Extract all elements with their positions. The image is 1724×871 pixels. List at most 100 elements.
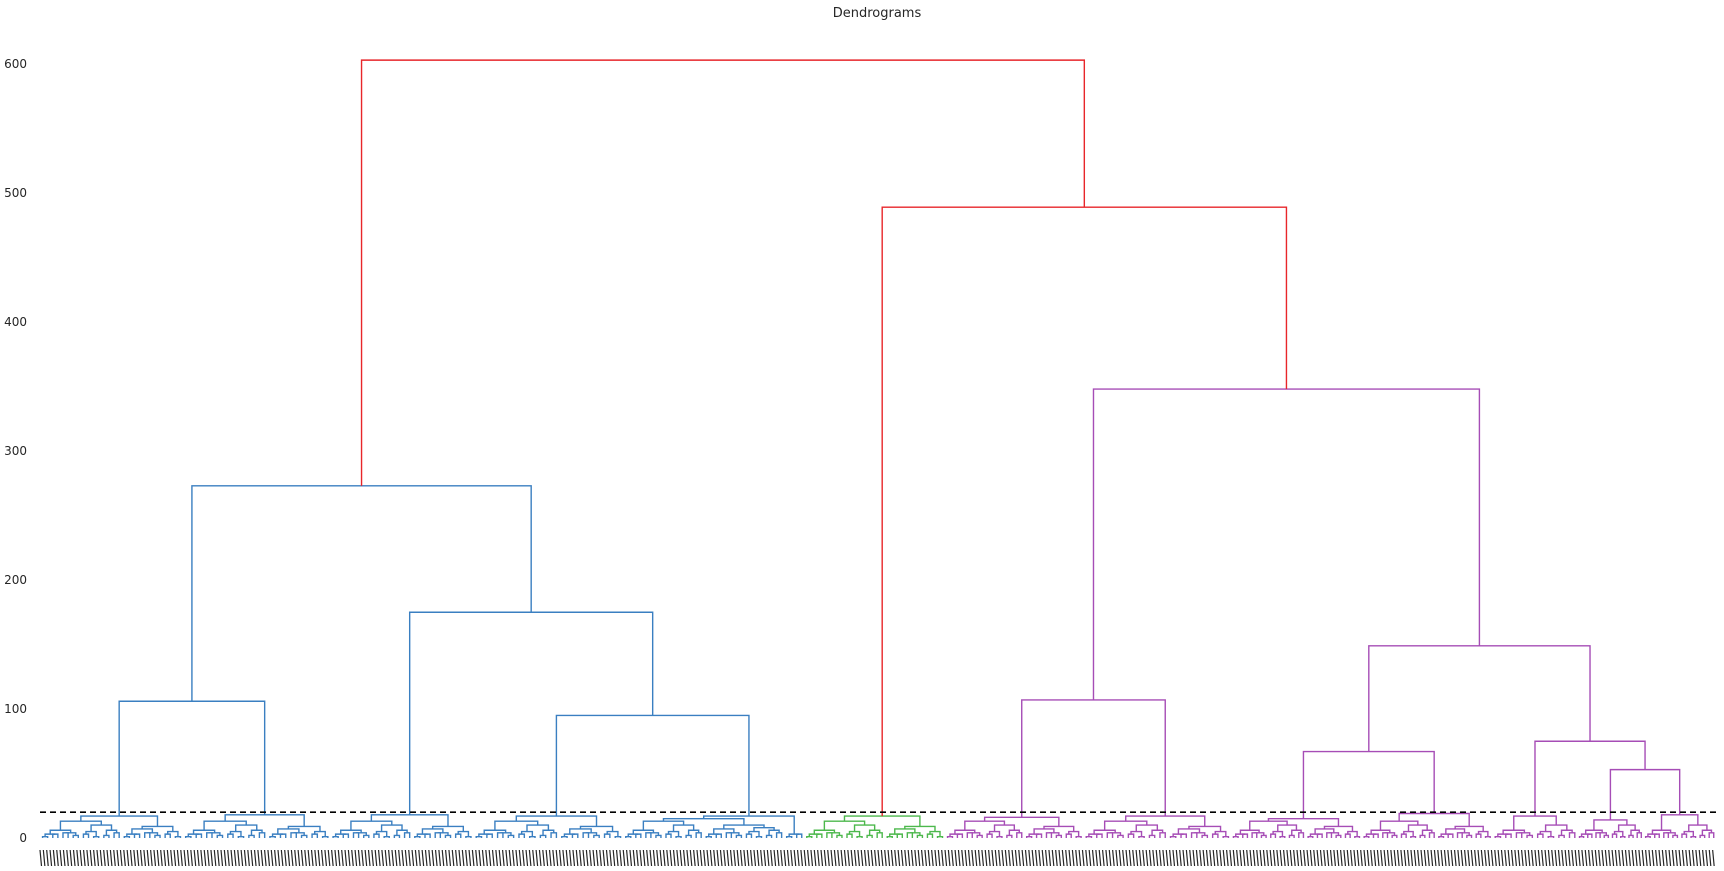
dendrogram-link <box>1344 833 1351 838</box>
dendrogram-link <box>269 836 276 838</box>
leaf-tick-label <box>230 849 234 867</box>
leaf-tick-label <box>1554 849 1558 867</box>
leaf-tick-label <box>465 849 468 867</box>
leaf-tick-label <box>1112 849 1115 867</box>
leaf-tick-label <box>1655 849 1658 867</box>
dendrogram-link <box>1636 832 1643 838</box>
leaf-tick-label <box>639 849 643 867</box>
leaf-tick-label <box>116 849 120 867</box>
leaf-tick-label <box>1205 849 1209 867</box>
leaf-tick-label <box>575 849 579 867</box>
leaf-tick-label <box>1420 849 1424 867</box>
dendrogram-link <box>408 611 654 815</box>
dendrogram-link <box>1494 836 1502 838</box>
leaf-tick-label <box>1624 849 1628 867</box>
leaf-tick-label <box>780 849 783 867</box>
leaf-tick-label <box>243 849 247 867</box>
dendrogram-link <box>206 832 213 838</box>
leaf-tick-label <box>1430 849 1434 867</box>
leaf-tick-label <box>813 849 817 867</box>
leaf-tick-label <box>528 849 532 867</box>
dendrogram-link <box>1109 832 1122 836</box>
dendrogram-link <box>881 206 1288 817</box>
leaf-tick-label <box>1470 849 1474 867</box>
leaf-tick-label <box>934 849 938 867</box>
leaf-tick-label <box>441 849 445 867</box>
leaf-tick-label <box>964 849 968 867</box>
leaf-tick-label <box>367 849 371 867</box>
leaf-tick-label <box>1571 849 1574 867</box>
dendrogram-link <box>403 832 411 838</box>
leaf-tick-label <box>498 849 502 867</box>
dendrogram-link <box>1006 834 1013 838</box>
leaf-tick-label <box>374 849 378 867</box>
dendrogram-link <box>1254 832 1265 836</box>
leaf-tick-label <box>1396 849 1400 867</box>
dendrogram-link <box>1298 832 1305 838</box>
dendrogram-link <box>1211 833 1219 838</box>
leaf-tick-label <box>458 849 462 867</box>
leaf-tick-label <box>1031 849 1035 867</box>
leaf-tick-label <box>1577 849 1581 867</box>
leaf-tick-label <box>1021 849 1025 867</box>
dendrogram-link <box>946 836 954 838</box>
dendrogram-link <box>775 832 783 838</box>
leaf-tick-label <box>93 849 96 867</box>
dendrogram-link <box>1096 833 1103 838</box>
dendrogram-link <box>1438 836 1445 838</box>
leaf-tick-label <box>1343 849 1347 867</box>
dendrogram-link <box>1025 836 1033 838</box>
leaf-tick-label <box>1272 849 1276 867</box>
dendrogram-link <box>675 836 682 838</box>
dendrogram-link <box>300 834 308 838</box>
leaf-tick-label <box>542 849 545 867</box>
leaf-tick-label <box>998 849 1001 867</box>
dendrogram-link <box>745 833 753 838</box>
leaf-tick-label <box>1366 849 1370 867</box>
leaf-tick-label <box>1065 849 1068 867</box>
leaf-tick-label <box>173 849 177 867</box>
leaf-tick-label <box>193 849 197 867</box>
leaf-tick-label <box>381 849 385 867</box>
leaf-tick-label <box>344 849 348 867</box>
dendrogram-link <box>1497 833 1509 837</box>
dendrogram-link <box>444 834 452 838</box>
leaf-tick-label <box>1041 849 1045 867</box>
dendrogram-link <box>92 836 100 838</box>
leaf-tick-label <box>954 849 958 867</box>
dendrogram-link <box>1620 836 1626 838</box>
y-tick-label: 400 <box>4 315 27 329</box>
leaf-tick-label <box>287 849 291 867</box>
leaf-tick-label <box>1514 849 1517 867</box>
leaf-tick-label <box>300 849 304 867</box>
dendrogram-link <box>645 832 652 838</box>
leaf-tick-label <box>682 849 686 867</box>
dendrogram-link <box>62 832 69 838</box>
leaf-tick-label <box>1484 849 1487 867</box>
leaf-tick-label <box>810 849 814 867</box>
leaf-tick-label <box>773 849 777 867</box>
leaf-tick-label <box>1638 849 1642 867</box>
leaf-tick-label <box>545 849 549 867</box>
dendrogram-link <box>1117 834 1124 838</box>
y-axis: 0 100 200 300 400 500 600 <box>4 57 27 845</box>
leaf-tick-label <box>1708 849 1712 867</box>
leaf-tick-label <box>401 849 405 867</box>
leaf-tick-label <box>1551 849 1554 867</box>
leaf-tick-label <box>129 849 133 867</box>
dendrogram-link <box>1672 834 1679 838</box>
leaf-tick-label <box>1055 849 1058 867</box>
dendrogram-link <box>1169 836 1177 838</box>
leaf-tick-label <box>1239 849 1243 867</box>
leaf-tick-label <box>1058 849 1062 867</box>
y-tick-label: 600 <box>4 57 27 71</box>
leaf-tick-label <box>408 849 411 867</box>
leaf-tick-label <box>1282 849 1286 867</box>
leaf-tick-label <box>297 849 301 867</box>
leaf-tick-label <box>662 849 666 867</box>
leaf-tick-label <box>1329 849 1333 867</box>
leaf-tick-label <box>1400 849 1404 867</box>
leaf-tick-label <box>62 849 66 867</box>
leaf-tick-label <box>1199 849 1202 867</box>
leaf-tick-label <box>917 849 921 867</box>
